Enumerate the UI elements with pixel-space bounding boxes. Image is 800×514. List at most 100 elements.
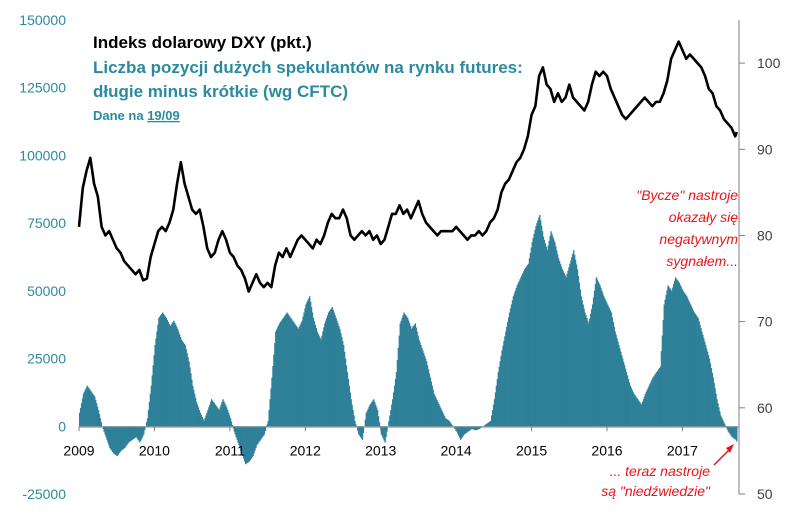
cftc-bar <box>718 407 720 427</box>
chart-title-cftc-line1: Liczba pozycji dużych spekulantów na ryn… <box>93 58 523 77</box>
cftc-bar <box>244 426 247 465</box>
cftc-bar <box>299 324 301 427</box>
cftc-bar <box>540 220 542 427</box>
cftc-bar <box>405 315 407 427</box>
cftc-bar <box>254 426 256 451</box>
cftc-bar <box>224 403 226 427</box>
cftc-bar <box>194 397 197 427</box>
cftc-bar <box>189 367 191 427</box>
cftc-bar <box>231 424 234 427</box>
annotation-bullish-line: okazały się <box>669 209 738 225</box>
right-axis-ticks: 50 60 70 80 90 100 <box>739 55 781 502</box>
cftc-bar <box>658 368 661 427</box>
cftc-bar <box>558 261 561 427</box>
cftc-bar <box>536 223 538 427</box>
cftc-bar <box>444 418 447 427</box>
cftc-bar <box>268 410 270 427</box>
cftc-bar <box>625 372 628 427</box>
cftc-bar <box>454 426 456 429</box>
cftc-bar <box>728 426 730 434</box>
cftc-bar <box>580 296 582 427</box>
cftc-bar <box>422 350 424 427</box>
cftc-bar <box>637 399 639 427</box>
cftc-bar <box>606 302 608 427</box>
x-tick-label: 2017 <box>667 442 698 458</box>
cftc-bar <box>343 345 345 427</box>
cftc-bar <box>109 426 111 448</box>
cftc-bar <box>632 391 634 427</box>
cftc-bar <box>524 267 527 427</box>
cftc-bar <box>551 233 553 427</box>
cftc-bar <box>615 334 617 427</box>
cftc-bar <box>534 229 536 427</box>
cftc-bar <box>192 385 194 427</box>
cftc-bar <box>608 308 611 427</box>
dxy-line-group <box>77 40 738 293</box>
cftc-bar <box>244 426 246 462</box>
cftc-bar <box>628 382 631 427</box>
cftc-bar <box>222 399 224 427</box>
cftc-bar <box>357 426 359 432</box>
date-note-value: 19/09 <box>147 108 180 123</box>
cftc-bar <box>149 393 152 427</box>
cftc-bar <box>394 378 397 427</box>
cftc-bar <box>448 420 450 427</box>
cftc-bar <box>706 351 709 427</box>
cftc-bar <box>678 282 680 427</box>
cftc-bar <box>215 405 218 427</box>
cftc-bar <box>425 361 428 427</box>
cftc-bar <box>287 313 289 427</box>
cftc-bar <box>569 263 571 427</box>
cftc-bar <box>722 419 724 427</box>
cftc-bar <box>586 317 588 427</box>
cftc-bar <box>732 426 734 438</box>
cftc-bar <box>161 312 164 427</box>
cftc-bar <box>706 348 708 427</box>
cftc-bar <box>229 418 232 427</box>
cftc-bar <box>531 242 533 427</box>
cftc-bar <box>123 426 125 449</box>
cftc-bar <box>521 275 523 427</box>
cftc-bar <box>353 415 355 427</box>
cftc-bar <box>346 372 349 427</box>
cftc-bar <box>429 377 432 427</box>
cftc-bar <box>205 415 207 427</box>
cftc-bar <box>271 377 273 427</box>
cftc-bar <box>644 393 647 427</box>
cftc-bar <box>309 296 311 427</box>
cftc-bar <box>198 410 201 427</box>
cftc-bar <box>413 324 416 427</box>
cftc-bar <box>392 392 395 427</box>
left-tick-label: -25000 <box>22 486 66 502</box>
x-tick-label: 2013 <box>365 442 396 458</box>
cftc-bar <box>689 302 691 427</box>
cftc-bar <box>595 277 598 427</box>
cftc-bar <box>610 312 613 427</box>
cftc-bar <box>445 418 448 427</box>
cftc-bar <box>251 426 253 458</box>
cftc-bar <box>100 422 103 427</box>
cftc-bar <box>535 225 537 427</box>
cftc-bar <box>122 426 124 450</box>
cftc-bar <box>282 317 284 427</box>
cftc-bar <box>451 424 453 427</box>
left-tick-label: 0 <box>58 418 66 434</box>
cftc-bar <box>464 426 466 434</box>
cftc-bar <box>716 399 718 427</box>
cftc-bar <box>508 312 511 427</box>
cftc-bar <box>693 312 696 427</box>
cftc-bar <box>81 398 84 427</box>
cftc-bar <box>256 426 258 446</box>
cftc-bar <box>344 358 347 427</box>
cftc-bar <box>324 323 326 427</box>
cftc-bar <box>417 335 419 427</box>
cftc-bar <box>163 315 166 427</box>
cftc-bar <box>221 401 223 427</box>
cftc-bar <box>425 358 427 427</box>
cftc-bar <box>98 414 101 427</box>
cftc-bar <box>342 340 344 427</box>
cftc-bar <box>557 254 559 427</box>
cftc-bar <box>277 325 280 427</box>
cftc-bar <box>711 372 713 427</box>
